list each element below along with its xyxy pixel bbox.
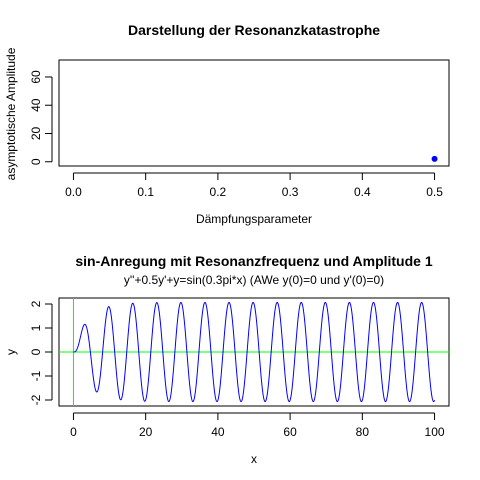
chart2-subtitle: y''+0.5y'+y=sin(0.3pi*x) (AWe y(0)=0 und…: [124, 273, 384, 287]
chart1-y-tick-label: 0: [29, 158, 43, 165]
chart1-y-tick-label: 60: [29, 70, 43, 84]
chart1-data-point: [431, 155, 438, 162]
chart2-x-tick-label: 60: [283, 425, 297, 439]
chart2-y-tick-label: 2: [29, 300, 43, 307]
chart1-x-tick-label: 0.5: [426, 185, 443, 199]
chart2-x-tick-label: 20: [139, 425, 153, 439]
chart1-y-tick-label: 20: [29, 126, 43, 140]
chart2-x-tick-label: 0: [70, 425, 77, 439]
chart1-title: Darstellung der Resonanzkatastrophe: [128, 22, 380, 38]
chart1-x-tick-label: 0.2: [210, 185, 227, 199]
chart2-x-tick-label: 100: [425, 425, 445, 439]
chart1-plot: 0.0 0.1 0.2 0.3 0.4 0.5 0 20 40 60: [29, 59, 450, 199]
chart1-plot-frame: [58, 59, 450, 167]
chart1-x-tick-label: 0.1: [137, 185, 154, 199]
chart2-x-axis-label: x: [251, 452, 257, 466]
chart1-x-tick-label: 0.4: [354, 185, 371, 199]
chart2-y-axis-label: y: [4, 349, 18, 355]
chart2-x-tick-label: 40: [211, 425, 225, 439]
chart2-y-tick-label: 1: [29, 324, 43, 331]
chart2-x-tick-label: 80: [356, 425, 370, 439]
chart2-y-tick-label: -1: [29, 370, 43, 381]
chart1-x-axis-label: Dämpfungsparameter: [196, 212, 312, 226]
chart2-y-tick-label: -2: [29, 394, 43, 405]
chart2-solution-line: [73, 301, 436, 403]
chart1-x-tick-label: 0.3: [282, 185, 299, 199]
chart1-y-tick-label: 40: [29, 98, 43, 112]
chart2-title: sin-Anregung mit Resonanzfrequenz und Am…: [75, 253, 432, 269]
chart1-x-tick-label: 0.0: [65, 185, 82, 199]
chart1-y-axis-label: asymptotische Amplitude: [4, 47, 18, 180]
chart2-y-tick-label: 0: [29, 348, 43, 355]
chart2-plot: 0 20 40 60 80 100 -2 -1 0 1 2: [29, 297, 450, 439]
